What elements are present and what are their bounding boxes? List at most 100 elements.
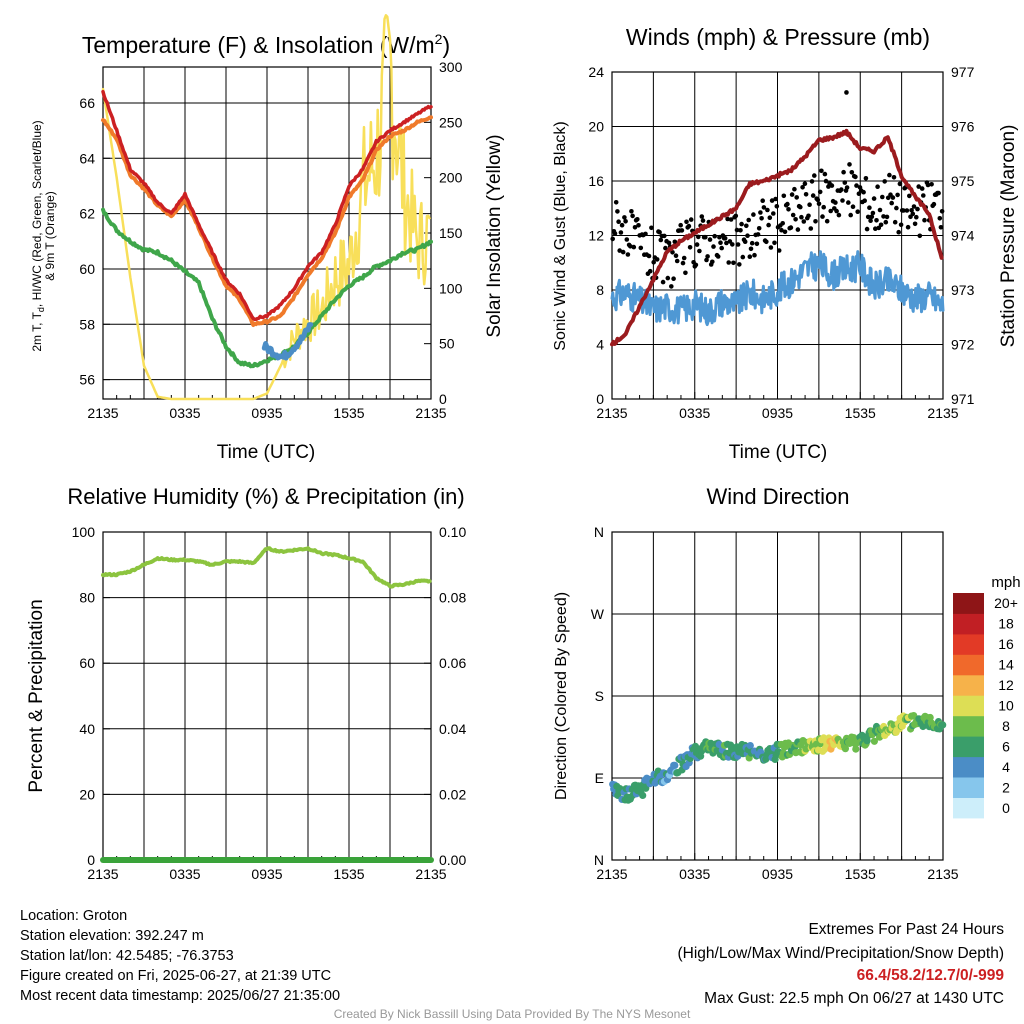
gust-point bbox=[699, 214, 705, 219]
direction-x-tick-label: 2135 bbox=[596, 866, 627, 882]
gust-point bbox=[833, 200, 838, 205]
gust-point bbox=[696, 234, 701, 240]
direction-point bbox=[639, 791, 647, 800]
gust-point bbox=[754, 241, 760, 247]
gust-point bbox=[855, 209, 860, 214]
gust-point bbox=[658, 237, 664, 243]
gust-point bbox=[869, 214, 875, 219]
colorbar-label: 16 bbox=[998, 636, 1014, 652]
gust-point bbox=[848, 212, 853, 218]
direction-point bbox=[919, 722, 927, 731]
gust-point bbox=[660, 279, 666, 285]
gust-point bbox=[613, 200, 619, 205]
gust-point bbox=[647, 268, 653, 274]
gust-point bbox=[884, 214, 890, 220]
winds-x-tick-label: 0335 bbox=[679, 405, 710, 421]
temperature-x-tick-label: 1535 bbox=[333, 405, 364, 421]
colorbar-label: 20+ bbox=[994, 595, 1018, 611]
direction-y-tick-label: N bbox=[594, 524, 604, 540]
direction-point bbox=[939, 721, 947, 729]
gust-point bbox=[891, 175, 897, 180]
gust-point bbox=[745, 233, 750, 238]
solar-y2-tick-label: 0 bbox=[439, 391, 447, 407]
direction-title: Wind Direction bbox=[706, 484, 849, 509]
humidity-x-tick-label: 0335 bbox=[169, 866, 200, 882]
gust-point bbox=[877, 207, 883, 213]
humidity-y-tick-label: 100 bbox=[72, 524, 96, 540]
gust-point bbox=[847, 162, 852, 167]
gust-point bbox=[693, 262, 699, 268]
gust-point bbox=[916, 184, 921, 189]
extremes-legend: (High/Low/Max Wind/Precipitation/Snow De… bbox=[677, 945, 1005, 962]
gust-point bbox=[712, 233, 717, 239]
gust-point bbox=[810, 193, 816, 198]
pressure-y2-tick-label: 971 bbox=[951, 391, 975, 407]
latlon-line: Station lat/lon: 42.5485; -76.3753 bbox=[20, 948, 234, 964]
colorbar-label: 14 bbox=[998, 657, 1014, 673]
gust-point bbox=[666, 240, 672, 246]
temperature-y-tick-label: 62 bbox=[79, 206, 95, 222]
temperature-ylabel-line2: & 9m T (Orange) bbox=[43, 191, 57, 281]
gust-point bbox=[785, 201, 790, 207]
gust-point bbox=[773, 196, 778, 202]
colorbar-title: mph bbox=[991, 574, 1020, 591]
colorbar-swatch bbox=[953, 715, 984, 737]
gust-point bbox=[898, 222, 904, 228]
temperature-2m-line bbox=[101, 89, 433, 322]
gust-point bbox=[782, 229, 788, 235]
direction-y-tick-label: N bbox=[594, 852, 604, 868]
gust-point bbox=[816, 201, 822, 207]
gust-point bbox=[911, 204, 917, 209]
extremes-values: 66.4/58.2/12.7/0/-999 bbox=[856, 967, 1004, 984]
gust-point bbox=[688, 217, 694, 222]
gust-point bbox=[711, 244, 716, 249]
gust-point bbox=[882, 179, 887, 184]
temperature-y-tick-label: 60 bbox=[79, 261, 95, 277]
gust-point bbox=[746, 217, 751, 223]
pressure-y2-tick-label: 975 bbox=[951, 173, 975, 189]
gust-point bbox=[915, 206, 920, 212]
gust-point bbox=[868, 218, 873, 223]
gust-point bbox=[680, 260, 686, 266]
gust-point bbox=[883, 219, 889, 225]
gust-point bbox=[793, 217, 798, 222]
gust-point bbox=[812, 173, 817, 178]
direction-x-tick-label: 0935 bbox=[762, 866, 793, 882]
temperature-x-tick-label: 0935 bbox=[251, 405, 282, 421]
winds-x-tick-label: 2135 bbox=[927, 405, 958, 421]
gust-point bbox=[710, 259, 715, 265]
gust-point bbox=[801, 219, 807, 224]
gust-point bbox=[780, 221, 785, 226]
solar-y2-tick-label: 100 bbox=[439, 280, 463, 296]
station-pressure-line bbox=[610, 128, 944, 347]
gust-point bbox=[921, 193, 926, 198]
temperature-y-tick-label: 58 bbox=[79, 316, 95, 332]
gust-point bbox=[678, 222, 683, 228]
gust-point bbox=[734, 227, 740, 233]
gust-point bbox=[748, 246, 754, 252]
gust-point bbox=[744, 223, 749, 229]
gust-point bbox=[755, 232, 761, 237]
gust-point bbox=[769, 198, 775, 203]
winds-y-tick-label: 12 bbox=[588, 228, 604, 244]
gust-point bbox=[619, 222, 625, 228]
humidity-y-tick-label: 0 bbox=[87, 852, 95, 868]
gust-point bbox=[761, 205, 767, 210]
winds-title: Winds (mph) & Pressure (mb) bbox=[626, 24, 930, 50]
gust-point bbox=[853, 174, 858, 180]
gust-point bbox=[820, 214, 825, 219]
gust-point bbox=[747, 254, 753, 259]
gust-point bbox=[724, 240, 729, 246]
pressure-y2-tick-label: 977 bbox=[951, 64, 975, 80]
winds-y-tick-label: 4 bbox=[596, 337, 604, 353]
gust-point bbox=[725, 216, 730, 222]
colorbar-swatch bbox=[953, 777, 984, 798]
gust-point bbox=[700, 218, 706, 223]
humidity-x-tick-label: 0935 bbox=[251, 866, 282, 882]
gust-point bbox=[646, 253, 652, 259]
gust-point bbox=[829, 183, 835, 188]
temperature-y-tick-label: 64 bbox=[79, 150, 95, 166]
gust-point bbox=[800, 185, 805, 190]
gust-point bbox=[735, 242, 741, 247]
colorbar-swatch bbox=[953, 756, 984, 778]
